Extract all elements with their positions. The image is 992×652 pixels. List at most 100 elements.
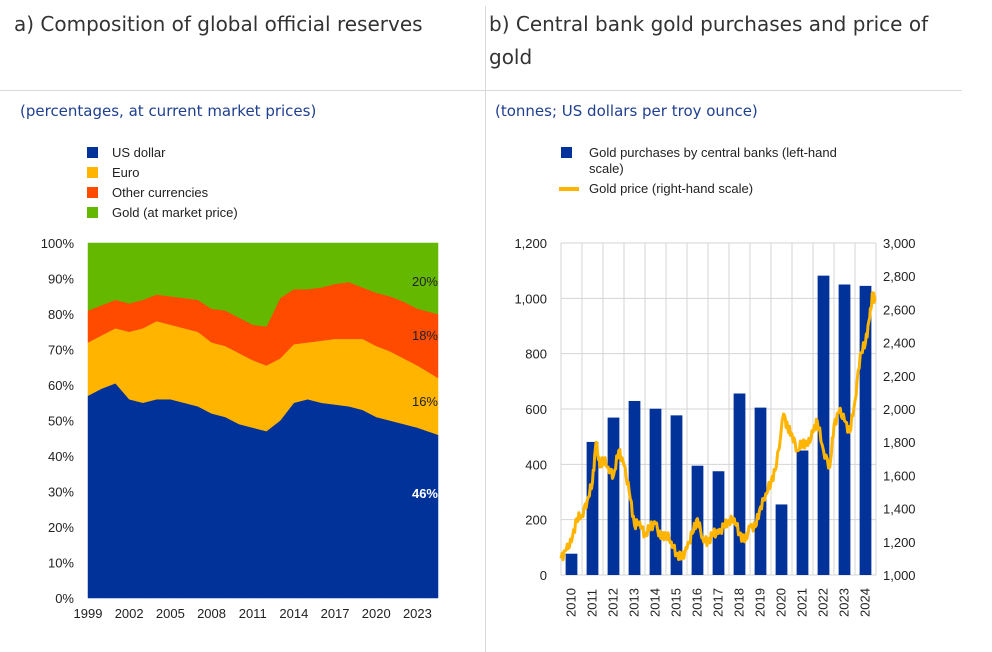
legend-a: US dollar Euro Other currencies Gold (at… bbox=[87, 145, 238, 220]
axis-b: 0 200 400 600 800 1,000 1,200 1,000 1,200 1,400 1,… bbox=[514, 236, 915, 617]
bar-2021 bbox=[796, 450, 809, 575]
x-tick-label-b: 2010 bbox=[564, 588, 579, 617]
y-right-tick-label-b: 3,000 bbox=[883, 236, 916, 251]
annotation-other-share: 18% bbox=[412, 328, 438, 343]
legend-label-gold: Gold (at market price) bbox=[112, 205, 238, 220]
bar-2014 bbox=[649, 408, 662, 575]
line-b bbox=[559, 291, 877, 562]
x-tick-label-b: 2019 bbox=[753, 588, 768, 617]
x-tick-label-b: 2012 bbox=[606, 588, 621, 617]
legend-swatch-euro bbox=[87, 167, 98, 178]
panel-a-subtitle: (percentages, at current market prices) bbox=[20, 102, 317, 120]
bar-2024 bbox=[859, 285, 872, 575]
y-right-tick-label-b: 1,600 bbox=[883, 468, 916, 483]
legend-label-gold-price: Gold price (right-hand scale) bbox=[589, 181, 753, 196]
bar-2012 bbox=[607, 417, 620, 575]
y-left-tick-label-b: 1,000 bbox=[514, 291, 547, 306]
x-tick-label-a: 2005 bbox=[156, 606, 185, 621]
bars-b bbox=[565, 275, 872, 575]
x-tick-label-b: 2015 bbox=[669, 588, 684, 617]
annotations-a: 20% 18% 16% 46% bbox=[412, 274, 438, 501]
legend-swatch-gold-price bbox=[559, 187, 579, 191]
x-tick-label-a: 2020 bbox=[362, 606, 391, 621]
x-tick-label-b: 2021 bbox=[795, 588, 810, 617]
y-tick-label-a: 0% bbox=[55, 591, 74, 606]
header-divider bbox=[0, 90, 962, 91]
bar-2010 bbox=[565, 553, 578, 575]
y-right-tick-label-b: 2,800 bbox=[883, 269, 916, 284]
x-tick-label-b: 2011 bbox=[585, 589, 600, 617]
x-tick-label-b: 2020 bbox=[774, 588, 789, 617]
plot-a bbox=[87, 242, 439, 599]
bar-2023 bbox=[838, 284, 851, 575]
y-right-tick-label-b: 2,000 bbox=[883, 402, 916, 417]
x-tick-label-b: 2016 bbox=[690, 588, 705, 617]
x-tick-label-a: 2017 bbox=[321, 606, 350, 621]
x-tick-label-b: 2013 bbox=[627, 588, 642, 617]
x-tick-label-a: 2014 bbox=[279, 606, 308, 621]
y-right-tick-label-b: 1,800 bbox=[883, 435, 916, 450]
legend-swatch-gold bbox=[87, 207, 98, 218]
legend-label-gold-purchases-2: scale) bbox=[589, 161, 624, 176]
y-right-tick-label-b: 2,200 bbox=[883, 369, 916, 384]
annotation-euro-share: 16% bbox=[412, 394, 438, 409]
x-tick-label-a: 1999 bbox=[74, 606, 103, 621]
bar-2013 bbox=[628, 400, 641, 575]
bar-2022 bbox=[817, 275, 830, 575]
legend-label-us-dollar: US dollar bbox=[112, 145, 166, 160]
y-right-tick-label-b: 1,000 bbox=[883, 568, 916, 583]
x-tick-label-a: 2008 bbox=[197, 606, 226, 621]
legend-label-euro: Euro bbox=[112, 165, 139, 180]
y-tick-label-a: 10% bbox=[48, 556, 74, 571]
legend-swatch-us-dollar bbox=[87, 147, 98, 158]
y-left-tick-label-b: 200 bbox=[525, 513, 547, 528]
panel-b-title: b) Central bank gold purchases and price… bbox=[489, 12, 929, 69]
area-gold bbox=[87, 242, 439, 327]
x-tick-label-b: 2014 bbox=[648, 588, 663, 617]
bar-2017 bbox=[712, 471, 725, 575]
y-tick-label-a: 40% bbox=[48, 449, 74, 464]
x-tick-label-b: 2023 bbox=[837, 588, 852, 617]
y-tick-label-a: 30% bbox=[48, 485, 74, 500]
bar-2019 bbox=[754, 407, 767, 575]
y-left-tick-label-b: 400 bbox=[525, 457, 547, 472]
x-tick-label-a: 2023 bbox=[403, 606, 432, 621]
bar-2018 bbox=[733, 393, 746, 575]
x-tick-label-a: 2011 bbox=[239, 606, 267, 621]
y-tick-label-a: 60% bbox=[48, 378, 74, 393]
legend-label-gold-purchases-1: Gold purchases by central banks (left-ha… bbox=[589, 145, 837, 160]
y-tick-label-a: 20% bbox=[48, 520, 74, 535]
y-left-tick-label-b: 600 bbox=[525, 402, 547, 417]
bar-2011 bbox=[586, 441, 599, 575]
legend-label-other-currencies: Other currencies bbox=[112, 185, 209, 200]
y-left-tick-label-b: 0 bbox=[540, 568, 547, 583]
y-right-tick-label-b: 1,200 bbox=[883, 535, 916, 550]
annotation-usd-share: 46% bbox=[412, 486, 438, 501]
gold-price-line bbox=[559, 291, 877, 562]
y-tick-label-a: 80% bbox=[48, 307, 74, 322]
axis-a: 0% 10% 20% 30% 40% 50% 60% 70% 80% 90% 100% 1999 200… bbox=[41, 236, 432, 621]
y-tick-label-a: 100% bbox=[41, 236, 75, 251]
bar-2020 bbox=[775, 504, 788, 575]
x-tick-label-b: 2022 bbox=[816, 588, 831, 617]
y-right-tick-label-b: 2,600 bbox=[883, 302, 916, 317]
y-right-tick-label-b: 1,400 bbox=[883, 502, 916, 517]
y-tick-label-a: 90% bbox=[48, 272, 74, 287]
panel-divider bbox=[485, 6, 486, 652]
x-tick-label-b: 2018 bbox=[732, 588, 747, 617]
x-tick-label-a: 2002 bbox=[115, 606, 144, 621]
panel-b-subtitle: (tonnes; US dollars per troy ounce) bbox=[495, 102, 758, 120]
y-tick-label-a: 50% bbox=[48, 414, 74, 429]
y-left-tick-label-b: 800 bbox=[525, 347, 547, 362]
legend-swatch-other-currencies bbox=[87, 187, 98, 198]
legend-swatch-gold-purchases bbox=[561, 147, 572, 158]
bar-2015 bbox=[670, 415, 683, 575]
x-tick-label-b: 2017 bbox=[711, 588, 726, 617]
y-tick-label-a: 70% bbox=[48, 343, 74, 358]
annotation-gold-share: 20% bbox=[412, 274, 438, 289]
x-tick-label-b: 2024 bbox=[858, 588, 873, 617]
y-right-tick-label-b: 2,400 bbox=[883, 336, 916, 351]
legend-b: Gold purchases by central banks (left-ha… bbox=[559, 145, 837, 196]
panel-a-title: a) Composition of global official reserv… bbox=[14, 12, 423, 36]
